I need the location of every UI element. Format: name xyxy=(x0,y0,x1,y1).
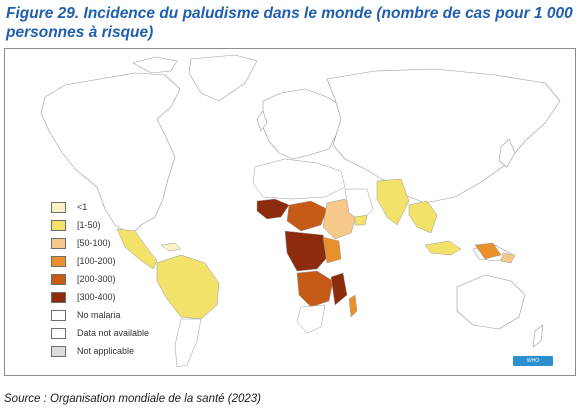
region-central-africa xyxy=(284,230,332,272)
figure-title: Figure 29. Incidence du paludisme dans l… xyxy=(6,5,573,41)
legend-swatch xyxy=(51,292,66,303)
region-papua xyxy=(474,242,502,260)
region-yemen xyxy=(354,214,368,226)
region-europe xyxy=(262,88,344,160)
region-mexico-central-america xyxy=(116,228,158,270)
legend-swatch xyxy=(51,256,66,267)
legend-swatch xyxy=(51,328,66,339)
region-india xyxy=(376,178,410,226)
legend-swatch xyxy=(51,274,66,285)
region-north-africa xyxy=(252,158,346,200)
region-greenland xyxy=(188,54,258,102)
who-logo-badge: WHO xyxy=(513,356,553,366)
region-sahel-west xyxy=(256,198,290,220)
legend-label: [50-100) xyxy=(77,238,111,248)
region-great-lakes xyxy=(322,236,342,264)
legend-swatch xyxy=(51,238,66,249)
region-solomon xyxy=(500,252,516,264)
region-southern-africa xyxy=(296,304,326,334)
region-south-america-south xyxy=(174,318,202,368)
region-indonesia xyxy=(424,240,462,256)
region-southern-central xyxy=(296,270,334,308)
legend-label: No malaria xyxy=(77,310,121,320)
legend-label: <1 xyxy=(77,202,88,212)
legend-swatch xyxy=(51,220,66,231)
legend-label: [1-50) xyxy=(77,220,101,230)
world-map-canvas xyxy=(40,54,561,368)
region-north-america xyxy=(40,72,181,236)
legend-label: [100-200) xyxy=(77,256,116,266)
region-australia xyxy=(456,274,526,330)
region-sahel-central xyxy=(286,200,328,232)
region-mozambique xyxy=(330,272,348,306)
region-southeast-asia xyxy=(408,200,438,234)
legend-label: Not applicable xyxy=(77,346,135,356)
legend-swatch xyxy=(51,202,66,213)
legend-label: [200-300) xyxy=(77,274,116,284)
world-map: <1 [1-50) [50-100) [100-200) [200-300) [… xyxy=(4,48,576,376)
region-uk xyxy=(256,110,268,132)
region-caribbean xyxy=(160,242,182,252)
region-south-america-north xyxy=(156,254,220,320)
region-new-zealand xyxy=(532,324,544,348)
figure-source: Source : Organisation mondiale de la san… xyxy=(4,393,261,405)
legend-swatch xyxy=(51,310,66,321)
legend-label: [300-400) xyxy=(77,292,116,302)
region-japan xyxy=(498,138,516,168)
region-madagascar xyxy=(348,294,358,318)
region-asia xyxy=(326,68,561,204)
legend-label: Data not available xyxy=(77,328,150,338)
region-arctic-islands xyxy=(132,56,178,74)
legend-swatch xyxy=(51,346,66,357)
